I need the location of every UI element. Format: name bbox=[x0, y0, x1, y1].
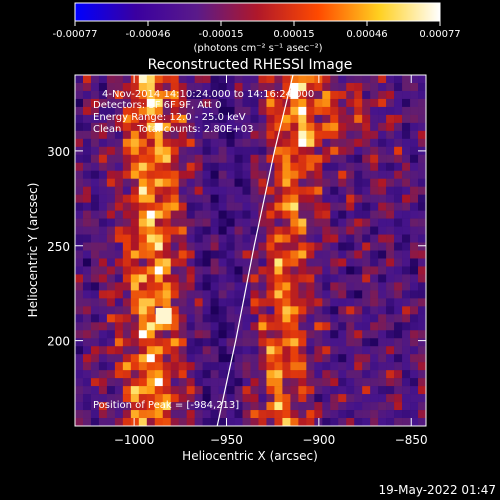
y-axis-ticks: 200 250 300 bbox=[47, 145, 426, 349]
x-tick-label: −1000 bbox=[114, 433, 155, 447]
footer-timestamp: 19-May-2022 01:47 bbox=[379, 483, 496, 497]
x-tick-label: −950 bbox=[210, 433, 243, 447]
heatmap-image bbox=[75, 75, 426, 426]
colorbar bbox=[74, 2, 441, 22]
y-tick-label: 250 bbox=[47, 240, 70, 254]
x-tick-label: −850 bbox=[395, 433, 428, 447]
colorbar-tick-label: -0.00046 bbox=[126, 29, 171, 40]
info-time-range: 4-Nov-2014 14:10:24.000 to 14:16:24.000 bbox=[102, 89, 314, 100]
colorbar-units-label: (photons cm⁻² s⁻¹ asec⁻²) bbox=[193, 43, 322, 54]
y-tick-label: 200 bbox=[47, 335, 70, 349]
plot-title: Reconstructed RHESSI Image bbox=[148, 57, 353, 73]
plot-frame bbox=[74, 74, 427, 427]
colorbar-tick-label: 0.00077 bbox=[419, 29, 460, 40]
peak-hotspot bbox=[155, 307, 172, 324]
y-axis-label: Heliocentric Y (arcsec) bbox=[26, 183, 40, 318]
x-axis-label: Heliocentric X (arcsec) bbox=[182, 449, 318, 463]
info-energy-range: Energy Range: 12.0 - 25.0 keV bbox=[93, 112, 246, 123]
y-tick-label: 300 bbox=[47, 145, 70, 159]
info-detectors: Detectors: 3F 6F 9F, Att 0 bbox=[93, 100, 221, 111]
peak-position-label: Position of Peak = [-984,213] bbox=[93, 400, 239, 411]
x-axis-ticks: −1000 −950 −900 −850 bbox=[114, 75, 428, 447]
x-tick-label: −900 bbox=[302, 433, 335, 447]
colorbar-tick-label: -0.00077 bbox=[53, 29, 98, 40]
colorbar-tick-label: 0.00046 bbox=[346, 29, 387, 40]
colorbar-ticks: -0.00077 -0.00046 -0.00015 0.00015 0.00046 0.… bbox=[53, 21, 461, 40]
colorbar-tick-label: 0.00015 bbox=[273, 29, 314, 40]
colorbar-tick-label: -0.00015 bbox=[199, 29, 244, 40]
info-clean-counts: Clean Total counts: 2.80E+03 bbox=[93, 124, 253, 135]
solar-limb-curve bbox=[216, 75, 294, 426]
